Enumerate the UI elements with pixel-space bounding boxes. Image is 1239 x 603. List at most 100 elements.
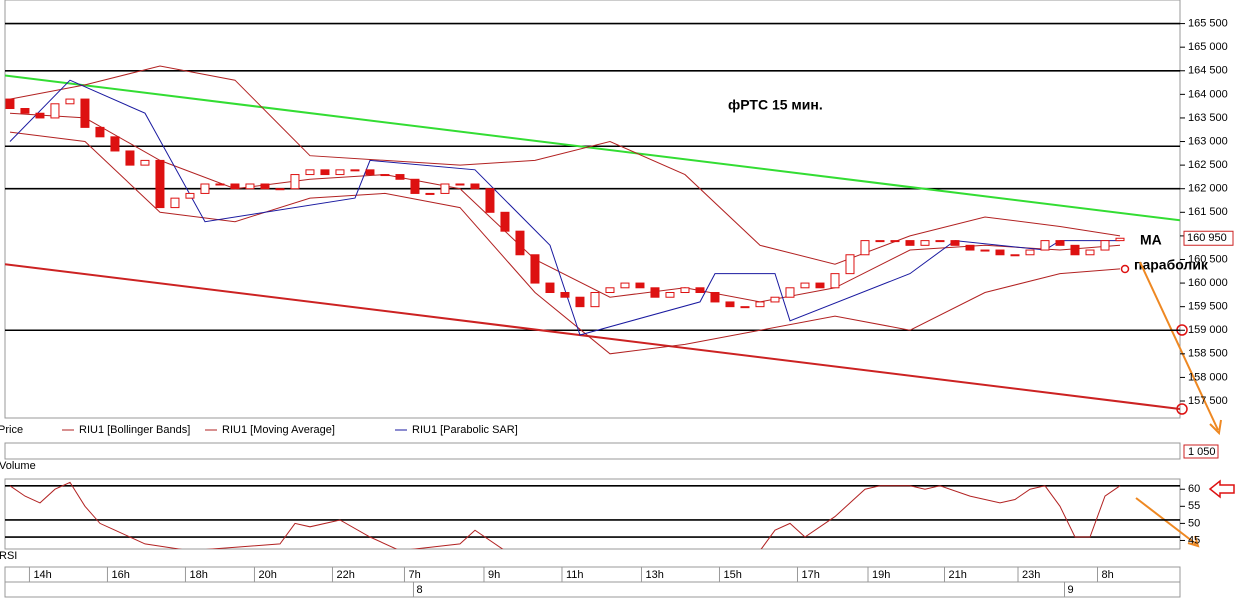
candle [335,169,345,176]
indicator-line [9,79,1120,336]
y-tick-label: 158 500 [1188,348,1228,360]
candle [305,169,315,176]
candle [290,174,300,190]
x-tick-label: 20h [258,569,276,581]
candle [545,282,555,294]
candle [560,292,570,298]
x-tick-label: 22h [336,569,354,581]
candle [650,287,660,298]
candle [980,249,990,252]
x-tick-label: 21h [948,569,966,581]
arrow-head [1209,419,1222,436]
marker-circle [1120,264,1130,274]
candle [185,192,195,199]
volume-panel [4,442,1181,460]
y-tick-label: 159 000 [1188,324,1228,336]
volume-last-label: 1 050 [1188,446,1216,458]
candle [830,273,840,289]
candle [665,292,675,298]
candle [995,249,1005,256]
annotation: фРТС 15 мин. [728,97,823,113]
candle [815,282,825,289]
candle [1115,237,1125,242]
candle [515,230,525,256]
candle [1100,240,1110,251]
candle [1070,244,1080,256]
candle [725,301,735,308]
date-tick-label: 8 [416,584,422,596]
candle [275,188,285,191]
y-tick-label: 162 500 [1188,159,1228,171]
y-tick-label: 165 000 [1188,41,1228,53]
plot-area [5,22,1180,410]
candle [845,254,855,275]
y-tick-label: 165 500 [1188,17,1228,29]
candle [935,240,945,243]
indicator-line [9,65,1121,265]
y-tick-label: 159 500 [1188,301,1228,313]
candle [920,240,930,246]
y-tick-label: 158 000 [1188,371,1228,383]
annotation: MA [1140,232,1162,248]
candle [890,240,900,243]
candle [260,183,270,190]
x-tick-label: 19h [872,569,890,581]
y-tick-label: 164 500 [1188,65,1228,77]
last-price-label: 160 950 [1187,232,1227,244]
candle [785,287,795,298]
candle [200,183,210,194]
x-tick-label: 16h [111,569,129,581]
candle [875,240,885,243]
y-tick-label: 162 000 [1188,183,1228,195]
x-tick-label: 8h [1101,569,1113,581]
candle [1040,240,1050,251]
last-price-box [1183,230,1234,246]
y-tick-label: 60 [1188,483,1200,495]
y-tick-label: 163 500 [1188,112,1228,124]
price-panel [4,0,1181,419]
y-tick-label: 164 000 [1188,88,1228,100]
candle [605,287,615,294]
rsi-label: RSI [0,550,17,562]
y-tick-label: 55 [1188,500,1200,512]
rsi-panel [4,478,1181,550]
candle [50,103,60,119]
candle [170,197,180,209]
candle [140,159,150,166]
candle [740,306,750,309]
arrow [1139,261,1219,431]
x-tick-label: 13h [645,569,663,581]
candle [110,136,120,152]
x-tick-label: 9h [488,569,500,581]
y-tick-label: 160 000 [1188,277,1228,289]
y-tick-label: 157 500 [1188,395,1228,407]
candle [530,254,540,284]
candle [1025,249,1035,256]
candle [695,287,705,294]
legend-entry: RIU1 [Bollinger Bands] [79,424,190,436]
indicator-line [9,112,1121,303]
candle [230,183,240,190]
y-tick-label: 160 500 [1188,253,1228,265]
candle [155,159,165,209]
annotation: параболик [1134,257,1209,273]
candle [350,169,360,172]
x-tick-label: 14h [33,569,51,581]
candle [380,174,390,177]
candle [800,282,810,289]
candle [95,126,105,138]
x-tick-label: 7h [408,569,420,581]
rsi-line [9,481,1121,549]
x-tick-label: 23h [1022,569,1040,581]
red-arrow [1208,479,1235,499]
candle [770,296,780,303]
candle [320,169,330,176]
candle [5,98,15,110]
y-tick-label: 45 [1188,534,1200,546]
candle [440,183,450,194]
candle [425,192,435,195]
candle [485,188,495,213]
legend-entry: RIU1 [Moving Average] [222,424,335,436]
